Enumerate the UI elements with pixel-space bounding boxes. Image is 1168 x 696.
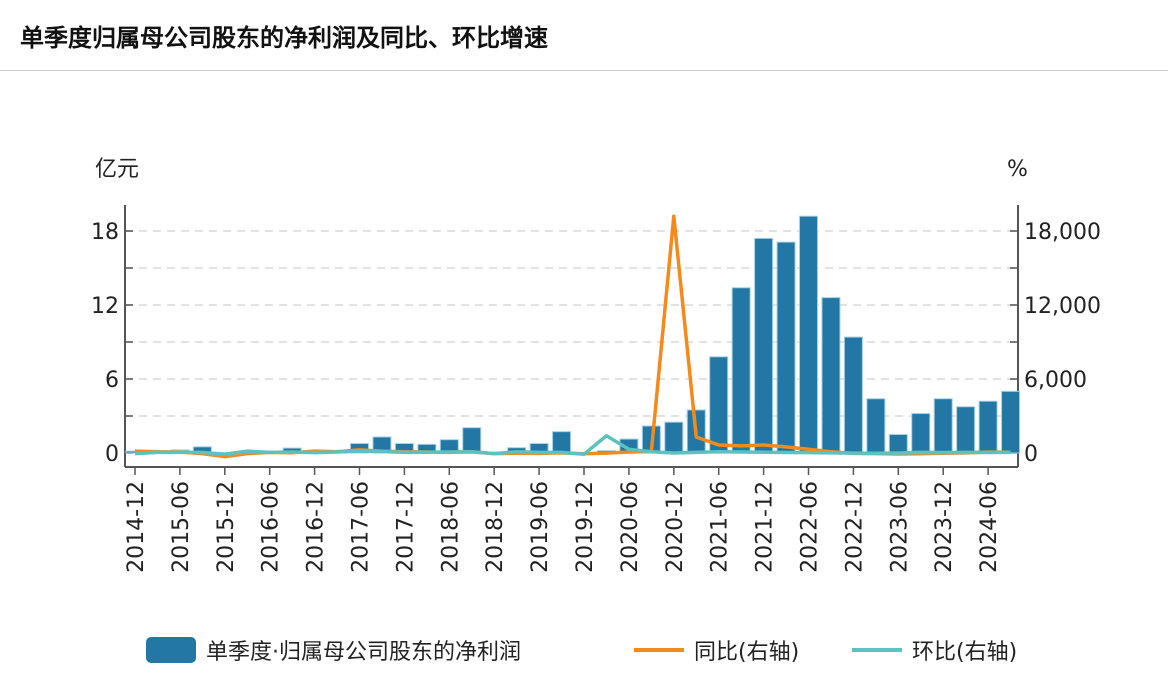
right-tick-label: 6,000 [1024, 368, 1087, 393]
x-tick-label: 2016-06 [259, 481, 284, 573]
bar [731, 287, 751, 454]
divider [0, 70, 1168, 71]
x-tick-label: 2023-06 [887, 481, 912, 573]
x-tick-label: 2023-12 [932, 481, 957, 573]
bar [552, 431, 572, 454]
legend-swatch-line [634, 648, 684, 652]
legend-item-net-profit[interactable]: 单季度·归属母公司股东的净利润 [146, 634, 521, 666]
legend-label: 同比(右轴) [694, 640, 800, 665]
x-tick-label: 2015-12 [214, 481, 239, 573]
bar [799, 215, 818, 454]
legend-label: 环比(右轴) [912, 640, 1018, 665]
x-tick-label: 2018-06 [438, 481, 463, 573]
chart-title: 单季度归属母公司股东的净利润及同比、环比增速 [20, 24, 548, 52]
x-tick-label: 2024-06 [977, 481, 1002, 573]
bar [933, 398, 953, 454]
left-tick-label: 18 [91, 220, 119, 245]
x-tick-label: 2022-06 [798, 481, 823, 573]
right-tick-label: 0 [1024, 442, 1038, 467]
x-tick-label: 2020-06 [618, 481, 643, 573]
qoq-line [134, 433, 1011, 456]
bar [956, 406, 976, 454]
bar [978, 400, 998, 454]
legend-label: 单季度·归属母公司股东的净利润 [206, 640, 521, 665]
legend-item-qoq[interactable]: 环比(右轴) [852, 634, 1017, 666]
x-tick-label: 2017-06 [349, 481, 374, 573]
bar [462, 427, 482, 454]
x-tick-label: 2020-12 [663, 481, 688, 573]
left-axis-unit: 亿元 [95, 157, 139, 182]
x-tick-label: 2016-12 [304, 481, 329, 573]
bar [709, 356, 729, 454]
bar [866, 398, 886, 454]
x-tick-label: 2019-12 [573, 481, 598, 573]
bar [754, 237, 774, 454]
x-tick-label: 2021-06 [708, 481, 733, 573]
bar [1001, 390, 1021, 454]
x-tick-label: 2019-06 [528, 481, 553, 573]
bar [843, 336, 863, 454]
x-tick-label: 2018-12 [483, 481, 508, 573]
left-tick-label: 12 [91, 294, 119, 319]
right-tick-label: 12,000 [1024, 294, 1101, 319]
left-tick-label: 6 [105, 368, 119, 393]
x-tick-label: 2022-12 [842, 481, 867, 573]
left-tick-label: 0 [105, 442, 119, 467]
x-tick-label: 2014-12 [124, 481, 149, 573]
right-axis-unit: % [1007, 157, 1028, 182]
x-tick-label: 2015-06 [169, 481, 194, 573]
bar [821, 297, 841, 454]
bar [911, 413, 931, 454]
x-tick-label: 2021-12 [753, 481, 778, 573]
right-tick-label: 18,000 [1024, 220, 1101, 245]
bar [664, 421, 684, 454]
legend-swatch-line [852, 648, 902, 652]
legend-item-yoy[interactable]: 同比(右轴) [634, 634, 799, 666]
bar [776, 241, 796, 454]
x-tick-label: 2017-12 [393, 481, 418, 573]
bar [888, 434, 908, 454]
legend-swatch-bar [146, 637, 196, 663]
